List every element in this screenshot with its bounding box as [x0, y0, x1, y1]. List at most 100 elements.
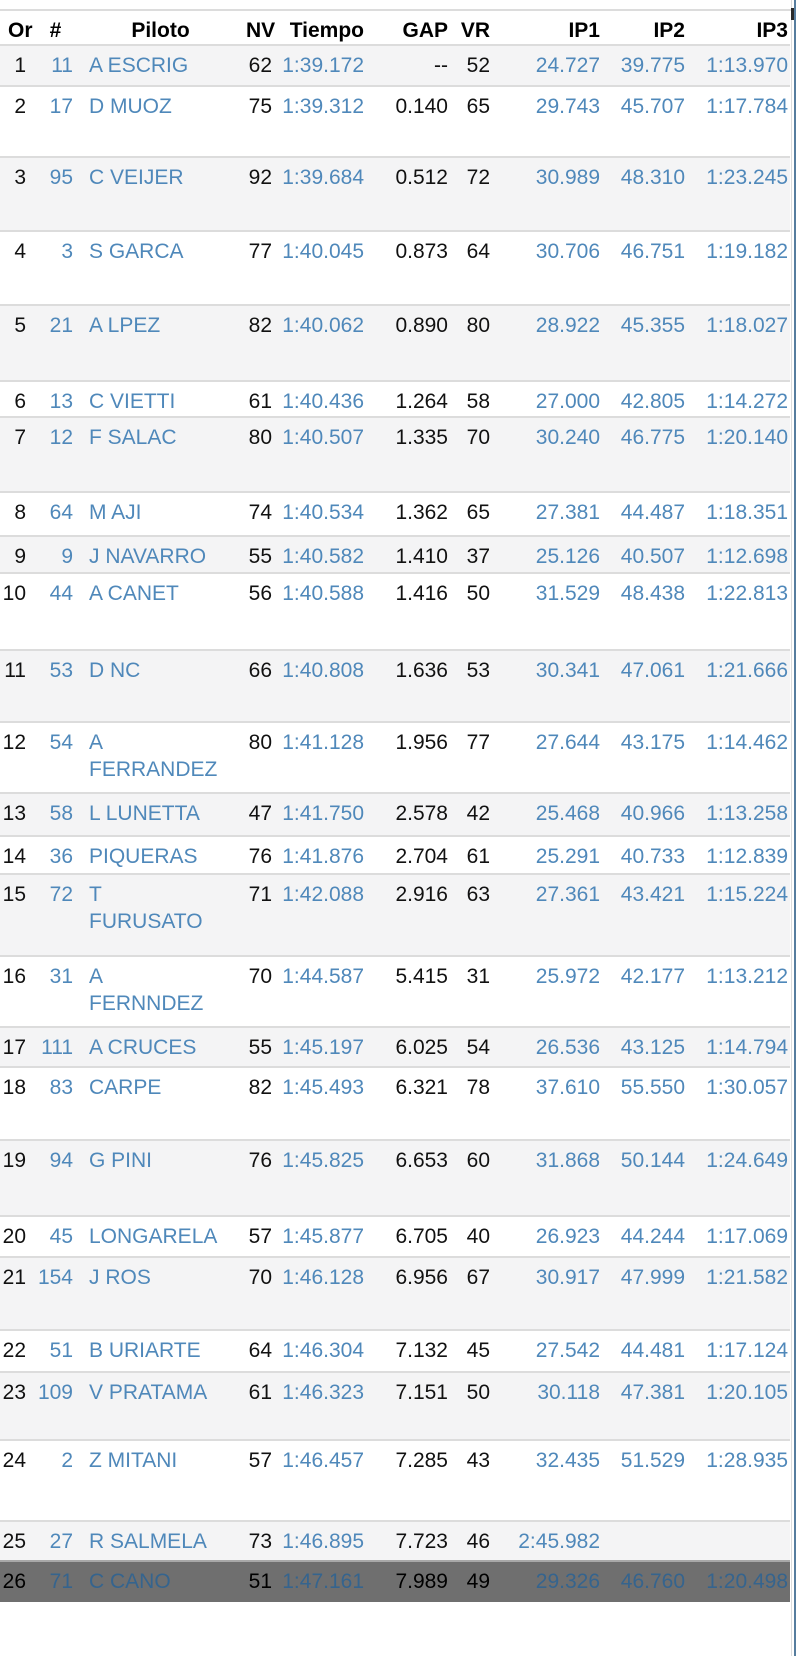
- table-row[interactable]: 23 109 V PRATAMA 61 1:46.323 7.151 50 30.118 47.…: [0, 1371, 790, 1440]
- col-header-nv: NV: [246, 19, 276, 42]
- cell-gap: 1.335: [366, 416, 450, 492]
- cell-ip3: 1:18.027: [687, 304, 790, 381]
- cell-nv: 80: [246, 721, 274, 793]
- table-row[interactable]: 21 154 J ROS 70 1:46.128 6.956 67 30.917 47.999 1…: [0, 1256, 790, 1330]
- cell-ip3: 1:17.784: [687, 85, 790, 157]
- cell-num: 51: [36, 1329, 75, 1372]
- cell-gap: --: [366, 44, 450, 86]
- cell-pilot: A FERRANDEZ: [75, 721, 246, 793]
- table-row[interactable]: 8 64 M AJI 74 1:40.534 1.362 65 27.381 44.487 1:1…: [0, 491, 790, 536]
- cell-ip1: 27.361: [494, 873, 602, 956]
- cell-vr: 46: [450, 1520, 494, 1561]
- cell-num: 9: [36, 535, 75, 573]
- table-row[interactable]: 17 111 A CRUCES 55 1:45.197 6.025 54 26.536 43.1…: [0, 1026, 790, 1067]
- cell-or: 15: [0, 873, 36, 956]
- cell-tiempo: 1:40.507: [274, 416, 366, 492]
- cell-tiempo: 1:40.062: [274, 304, 366, 381]
- cell-ip3: 1:13.212: [687, 955, 790, 1027]
- cell-ip1: 30.118: [494, 1371, 602, 1440]
- cell-tiempo: 1:40.534: [274, 491, 366, 536]
- table-row[interactable]: 20 45 LONGARELA 57 1:45.877 6.705 40 26.923 44.2…: [0, 1215, 790, 1257]
- cell-pilot: Z MITANI: [75, 1439, 246, 1521]
- cell-vr: 72: [450, 156, 494, 231]
- cell-tiempo: 1:39.684: [274, 156, 366, 231]
- cell-pilot: A ESCRIG: [75, 44, 246, 86]
- cell-tiempo: 1:39.172: [274, 44, 366, 86]
- table-row[interactable]: 13 58 L LUNETTA 47 1:41.750 2.578 42 25.468 40.9…: [0, 792, 790, 836]
- cell-ip3: 1:28.935: [687, 1439, 790, 1521]
- cell-num: 36: [36, 835, 75, 874]
- cell-gap: 1.636: [366, 649, 450, 722]
- table-row[interactable]: 3 95 C VEIJER 92 1:39.684 0.512 72 30.989 48.310…: [0, 156, 790, 231]
- cell-ip1: 32.435: [494, 1439, 602, 1521]
- cell-pilot: C VIETTI: [75, 380, 246, 417]
- table-row[interactable]: 14 36 PIQUERAS 76 1:41.876 2.704 61 25.291 40.73…: [0, 835, 790, 874]
- cell-or: 7: [0, 416, 36, 492]
- cell-ip2: 39.775: [602, 44, 687, 86]
- cell-or: 4: [0, 230, 36, 305]
- cell-num: 94: [36, 1139, 75, 1216]
- cell-vr: 78: [450, 1066, 494, 1140]
- table-row[interactable]: 11 53 D NC 66 1:40.808 1.636 53 30.341 47.061 1:2…: [0, 649, 790, 722]
- cell-nv: 55: [246, 535, 274, 573]
- cell-gap: 2.704: [366, 835, 450, 874]
- cell-vr: 65: [450, 491, 494, 536]
- table-row[interactable]: 22 51 B URIARTE 64 1:46.304 7.132 45 27.542 44.4…: [0, 1329, 790, 1372]
- table-row[interactable]: 19 94 G PINI 76 1:45.825 6.653 60 31.868 50.144 1…: [0, 1139, 790, 1216]
- table-row[interactable]: 24 2 Z MITANI 57 1:46.457 7.285 43 32.435 51.529…: [0, 1439, 790, 1521]
- cell-ip3: 1:13.970: [687, 44, 790, 86]
- cell-gap: 1.264: [366, 380, 450, 417]
- cell-ip2: 47.999: [602, 1256, 687, 1330]
- cell-gap: 7.285: [366, 1439, 450, 1521]
- table-row[interactable]: 16 31 A FERNNDEZ 70 1:44.587 5.415 31 25.972 42.…: [0, 955, 790, 1027]
- cell-vr: 60: [450, 1139, 494, 1216]
- cell-ip2: 46.760: [602, 1560, 687, 1602]
- cell-gap: 6.653: [366, 1139, 450, 1216]
- cell-num: 95: [36, 156, 75, 231]
- cell-num: 45: [36, 1215, 75, 1257]
- cell-or: 5: [0, 304, 36, 381]
- cell-tiempo: 1:44.587: [274, 955, 366, 1027]
- cell-or: 16: [0, 955, 36, 1027]
- table-row[interactable]: 18 83 CARPE 82 1:45.493 6.321 78 37.610 55.550 1:…: [0, 1066, 790, 1140]
- cell-num: 111: [36, 1026, 75, 1067]
- cell-ip3: [687, 1520, 790, 1561]
- table-row[interactable]: 1 11 A ESCRIG 62 1:39.172 -- 52 24.727 39.775 1:1…: [0, 44, 790, 86]
- cell-ip3: 1:12.839: [687, 835, 790, 874]
- cell-gap: 1.410: [366, 535, 450, 573]
- table-row[interactable]: 2 17 D MUOZ 75 1:39.312 0.140 65 29.743 45.707 1:…: [0, 85, 790, 157]
- cell-vr: 54: [450, 1026, 494, 1067]
- table-row[interactable]: 12 54 A FERRANDEZ 80 1:41.128 1.956 77 27.644 43…: [0, 721, 790, 793]
- cell-ip2: 45.355: [602, 304, 687, 381]
- cell-pilot: S GARCA: [75, 230, 246, 305]
- cell-or: 26: [0, 1560, 36, 1602]
- cell-tiempo: 1:46.304: [274, 1329, 366, 1372]
- cell-vr: 31: [450, 955, 494, 1027]
- cell-vr: 49: [450, 1560, 494, 1602]
- col-header-tiempo: Tiempo: [289, 19, 364, 42]
- cell-ip1: 37.610: [494, 1066, 602, 1140]
- table-row[interactable]: 5 21 A LPEZ 82 1:40.062 0.890 80 28.922 45.355 1:…: [0, 304, 790, 381]
- cell-or: 17: [0, 1026, 36, 1067]
- table-row[interactable]: 10 44 A CANET 56 1:40.588 1.416 50 31.529 48.438…: [0, 572, 790, 650]
- table-row[interactable]: 25 27 R SALMELA 73 1:46.895 7.723 46 2:45.982: [0, 1520, 790, 1561]
- cell-ip2: [602, 1520, 687, 1561]
- table-row[interactable]: 26 71 C CANO 51 1:47.161 7.989 49 29.326 46.760 1…: [0, 1560, 790, 1602]
- table-row[interactable]: 15 72 T FURUSATO 71 1:42.088 2.916 63 27.361 43.…: [0, 873, 790, 956]
- cell-tiempo: 1:41.128: [274, 721, 366, 793]
- cell-pilot: R SALMELA: [75, 1520, 246, 1561]
- table-row[interactable]: 6 13 C VIETTI 61 1:40.436 1.264 58 27.000 42.805…: [0, 380, 790, 417]
- cell-pilot: A CRUCES: [75, 1026, 246, 1067]
- table-row[interactable]: 7 12 F SALAC 80 1:40.507 1.335 70 30.240 46.775 1…: [0, 416, 790, 492]
- cell-nv: 80: [246, 416, 274, 492]
- cell-ip2: 42.805: [602, 380, 687, 417]
- cell-tiempo: 1:41.750: [274, 792, 366, 836]
- cell-ip2: 43.175: [602, 721, 687, 793]
- cell-gap: 6.705: [366, 1215, 450, 1257]
- cell-nv: 62: [246, 44, 274, 86]
- cell-vr: 53: [450, 649, 494, 722]
- cell-pilot: B URIARTE: [75, 1329, 246, 1372]
- cell-gap: 6.956: [366, 1256, 450, 1330]
